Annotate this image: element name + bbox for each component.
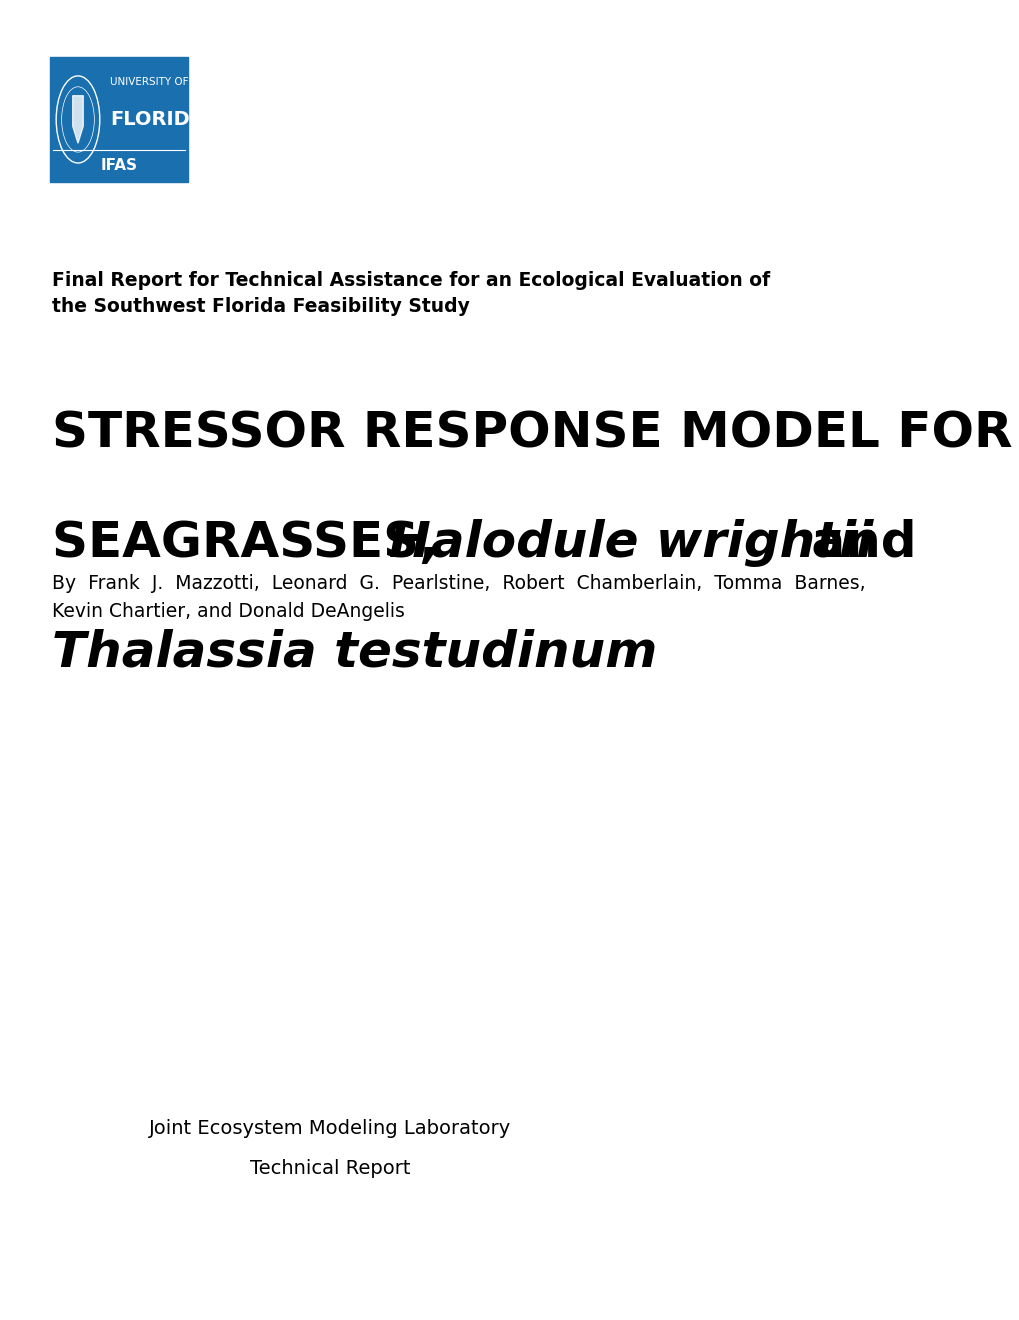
Text: Halodule wrightii: Halodule wrightii xyxy=(388,519,872,566)
Text: Thalassia testudinum: Thalassia testudinum xyxy=(52,628,656,676)
Polygon shape xyxy=(72,96,84,144)
Circle shape xyxy=(62,88,94,150)
Text: SEAGRASSES,: SEAGRASSES, xyxy=(52,519,454,566)
Text: Joint Ecosystem Modeling Laboratory: Joint Ecosystem Modeling Laboratory xyxy=(149,1119,512,1138)
Text: By  Frank  J.  Mazzotti,  Leonard  G.  Pearlstine,  Robert  Chamberlain,  Tomma : By Frank J. Mazzotti, Leonard G. Pearlst… xyxy=(52,574,864,622)
Text: STRESSOR RESPONSE MODEL FOR THE: STRESSOR RESPONSE MODEL FOR THE xyxy=(52,409,1019,457)
Text: Final Report for Technical Assistance for an Ecological Evaluation of
the Southw: Final Report for Technical Assistance fo… xyxy=(52,271,769,315)
Text: IFAS: IFAS xyxy=(100,158,138,173)
Text: Technical Report: Technical Report xyxy=(250,1159,411,1177)
FancyBboxPatch shape xyxy=(50,57,189,182)
Text: FLORIDA: FLORIDA xyxy=(110,110,205,129)
Text: and: and xyxy=(793,519,915,566)
Text: UNIVERSITY OF: UNIVERSITY OF xyxy=(110,77,189,87)
